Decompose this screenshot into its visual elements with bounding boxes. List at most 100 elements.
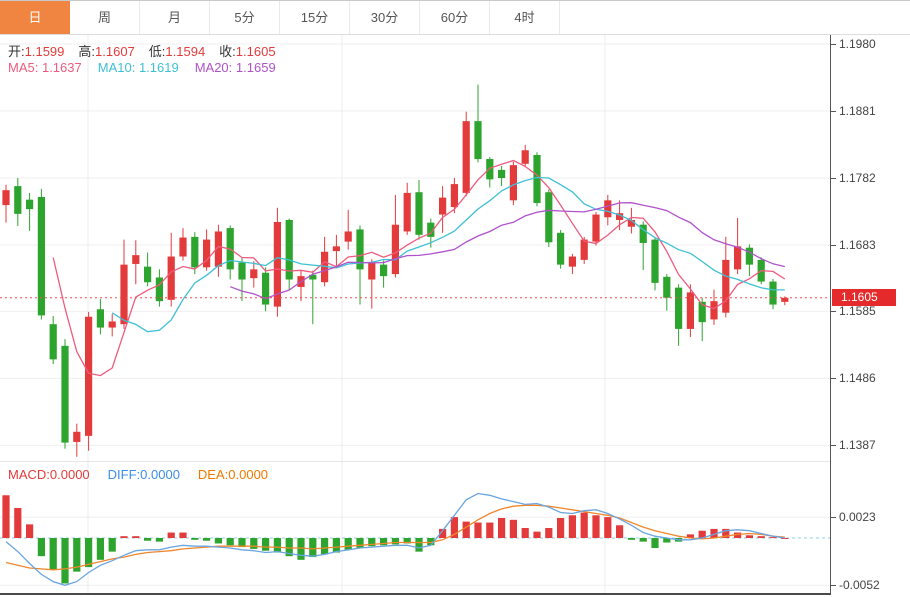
open-label: 开: — [8, 44, 25, 59]
macd-bar — [462, 521, 470, 538]
price-axis-label: 1.1881 — [839, 104, 876, 118]
tab-m15[interactable]: 15分 — [280, 1, 350, 34]
macd-bar — [757, 536, 765, 538]
candle-body — [698, 301, 706, 323]
candle-body — [273, 221, 281, 307]
macd-bar — [439, 528, 447, 538]
macd-bar — [250, 538, 258, 549]
candle-body — [639, 224, 647, 243]
price-axis-label: 1.1486 — [839, 371, 876, 386]
tab-month[interactable]: 月 — [140, 1, 210, 34]
macd-bar — [132, 536, 140, 538]
macd-bar — [450, 517, 458, 538]
candle-body — [509, 165, 517, 201]
ma5-legend: MA5: 1.1637 — [8, 60, 82, 75]
axis-tick — [831, 178, 836, 179]
candle-body — [262, 272, 270, 305]
candle-body — [285, 219, 293, 280]
candle-body — [26, 199, 34, 210]
macd-bar — [368, 538, 376, 547]
tab-m30[interactable]: 30分 — [350, 1, 420, 34]
price-axis-label: 1.1387 — [839, 438, 876, 453]
macd-bar — [14, 508, 22, 538]
candle-body — [545, 192, 553, 243]
macd-bar — [285, 538, 293, 557]
macd-bar — [203, 538, 211, 541]
macd-axis-label: 0.0023 — [839, 510, 876, 525]
macd-bar — [238, 538, 246, 548]
axis-tick — [831, 585, 836, 587]
candlestick-chart[interactable] — [0, 35, 832, 461]
high-label: 高: — [78, 44, 96, 59]
macd-bar — [722, 528, 730, 538]
candle-body — [604, 200, 612, 218]
candle-body — [781, 297, 789, 302]
axis-tick — [831, 245, 836, 246]
candle-body — [238, 262, 246, 280]
tab-week[interactable]: 周 — [70, 1, 140, 34]
macd-bar — [179, 532, 187, 538]
macd-legend: MACD:0.0000 DIFF:0.0000 DEA:0.0000 — [8, 467, 286, 482]
candle-body — [191, 236, 199, 268]
tab-day[interactable]: 日 — [0, 1, 70, 34]
macd-bar — [73, 538, 81, 572]
macd-bar — [380, 538, 388, 546]
macd-chart[interactable] — [0, 461, 832, 593]
candle-body — [309, 274, 317, 280]
macd-bar — [557, 518, 565, 538]
candle-body — [498, 169, 506, 178]
axis-tick — [831, 111, 836, 112]
macd-bar — [498, 518, 506, 538]
macd-bar — [144, 538, 152, 541]
candle-body — [521, 150, 529, 164]
macd-bar — [332, 538, 340, 553]
macd-histogram — [2, 495, 789, 584]
high-value: 1.1607 — [95, 44, 135, 59]
macd-bar — [521, 528, 529, 538]
macd-axis-label: -0.0052 — [839, 578, 880, 593]
macd-bar — [627, 538, 635, 540]
macd-bar — [663, 538, 671, 543]
candle-body — [568, 256, 576, 267]
candle-body — [439, 197, 447, 215]
candle-body — [734, 246, 742, 270]
tab-m5[interactable]: 5分 — [210, 1, 280, 34]
macd-bar — [686, 534, 694, 538]
macd-bar — [344, 538, 352, 550]
candle-body — [462, 121, 470, 193]
candle-body — [49, 324, 57, 360]
ma20-line — [229, 202, 785, 300]
macd-bar — [639, 538, 647, 542]
macd-bar — [356, 538, 364, 548]
macd-value-legend: MACD:0.0000 — [8, 467, 90, 482]
dea-line — [5, 504, 785, 571]
dea-value-legend: DEA:0.0000 — [197, 467, 269, 482]
ohlc-legend: 开:1.1599 高:1.1607 低:1.1594 收:1.1605 — [8, 41, 290, 60]
candle-body — [120, 264, 128, 325]
timeframe-tabbar: 日周月 5分 15分 30分 60分 4时 — [0, 0, 910, 35]
tab-h4[interactable]: 4时 — [490, 1, 560, 34]
macd-bar — [568, 515, 576, 538]
axis-tick — [831, 445, 836, 447]
candle-body — [391, 224, 399, 275]
candle-body — [627, 219, 635, 227]
macd-bar — [651, 538, 659, 548]
candle-body — [580, 239, 588, 260]
macd-bar — [403, 538, 411, 544]
candle-body — [132, 255, 140, 264]
tab-m60[interactable]: 60分 — [420, 1, 490, 34]
macd-bar — [2, 495, 10, 538]
macd-bar — [427, 538, 435, 546]
candle-body — [710, 301, 718, 320]
candle-body — [616, 213, 624, 220]
ma10-legend: MA10: 1.1619 — [97, 60, 179, 75]
macd-bar — [49, 538, 57, 570]
candle-body — [769, 281, 777, 305]
candle-body — [415, 192, 423, 235]
candle-body — [332, 246, 340, 252]
close-value: 1.1605 — [235, 44, 276, 59]
axis-tick — [831, 311, 836, 313]
macd-bar — [486, 522, 494, 538]
price-axis-label: 1.1683 — [839, 238, 876, 252]
macd-bar — [781, 538, 789, 539]
